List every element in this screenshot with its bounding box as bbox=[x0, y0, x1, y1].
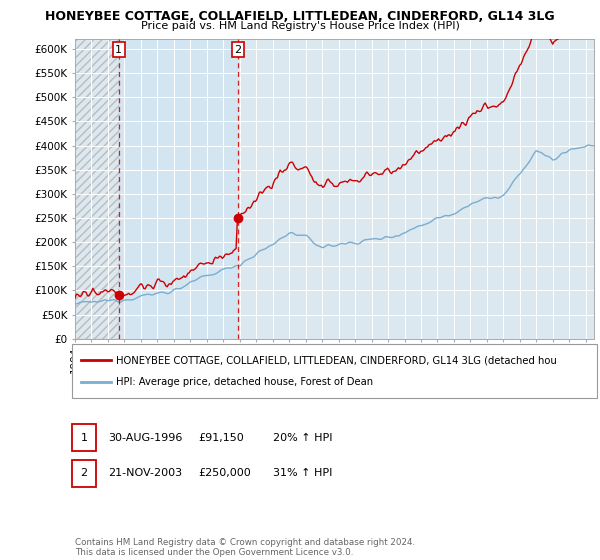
Text: 21-NOV-2003: 21-NOV-2003 bbox=[108, 468, 182, 478]
Text: Contains HM Land Registry data © Crown copyright and database right 2024.
This d: Contains HM Land Registry data © Crown c… bbox=[75, 538, 415, 557]
Text: 1: 1 bbox=[115, 45, 122, 55]
Text: 1: 1 bbox=[80, 433, 88, 443]
Text: 30-AUG-1996: 30-AUG-1996 bbox=[108, 433, 182, 443]
Text: £91,150: £91,150 bbox=[198, 433, 244, 443]
Text: HONEYBEE COTTAGE, COLLAFIELD, LITTLEDEAN, CINDERFORD, GL14 3LG: HONEYBEE COTTAGE, COLLAFIELD, LITTLEDEAN… bbox=[45, 10, 555, 22]
Bar bbox=[119, 39, 238, 339]
Text: £250,000: £250,000 bbox=[198, 468, 251, 478]
Text: 2: 2 bbox=[80, 468, 88, 478]
Text: HONEYBEE COTTAGE, COLLAFIELD, LITTLEDEAN, CINDERFORD, GL14 3LG (detached hou: HONEYBEE COTTAGE, COLLAFIELD, LITTLEDEAN… bbox=[116, 355, 557, 365]
Text: 31% ↑ HPI: 31% ↑ HPI bbox=[273, 468, 332, 478]
Text: Price paid vs. HM Land Registry's House Price Index (HPI): Price paid vs. HM Land Registry's House … bbox=[140, 21, 460, 31]
Text: 20% ↑ HPI: 20% ↑ HPI bbox=[273, 433, 332, 443]
Text: HPI: Average price, detached house, Forest of Dean: HPI: Average price, detached house, Fore… bbox=[116, 377, 373, 387]
Bar bbox=[75, 39, 119, 339]
Text: 2: 2 bbox=[235, 45, 242, 55]
